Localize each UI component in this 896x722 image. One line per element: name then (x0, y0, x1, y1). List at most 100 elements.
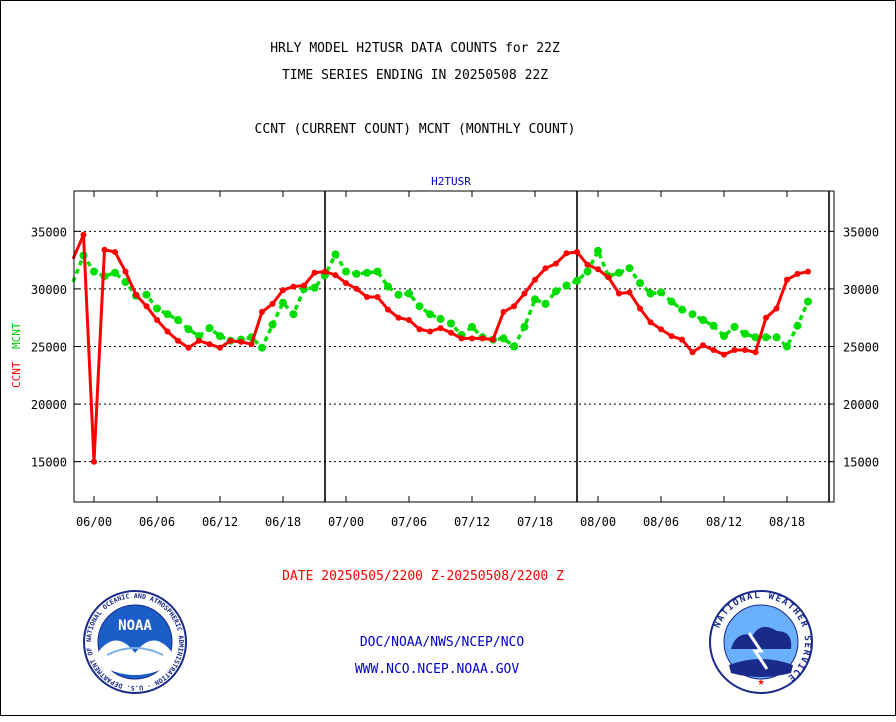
data-point-mcnt (793, 321, 802, 330)
series-layer (71, 231, 812, 465)
data-point-ccnt (595, 266, 601, 273)
data-point-ccnt (332, 272, 339, 279)
data-point-ccnt (185, 344, 192, 351)
y-tick-label-left: 15000 (31, 456, 67, 470)
data-point-mcnt (426, 310, 434, 319)
data-point-ccnt (101, 246, 108, 253)
data-point-mcnt (405, 289, 413, 298)
data-point-mcnt (667, 297, 676, 306)
y-tick-label-left: 20000 (31, 398, 67, 412)
noaa-logo-text: NOAA (118, 618, 152, 634)
data-point-ccnt (784, 276, 790, 283)
y-tick-label-right: 15000 (843, 456, 879, 470)
data-point-mcnt (783, 342, 791, 351)
data-point-ccnt (490, 336, 496, 343)
org-path-link[interactable]: DOC/NOAA/NWS/NCEP/NCO (360, 635, 525, 650)
data-point-ccnt (574, 249, 580, 255)
data-point-mcnt (499, 334, 508, 343)
data-point-ccnt (616, 290, 622, 297)
legend-line: CCNT (CURRENT COUNT) MCNT (MONTHLY COUNT… (255, 122, 576, 137)
data-point-ccnt (238, 338, 244, 345)
x-tick-label: 08/00 (580, 515, 616, 529)
data-point-ccnt (280, 287, 286, 294)
data-point-mcnt (657, 288, 665, 297)
data-point-ccnt (196, 337, 202, 344)
data-point-ccnt (668, 333, 675, 340)
data-point-mcnt (804, 297, 812, 306)
data-point-mcnt (688, 310, 697, 319)
data-point-mcnt (573, 276, 581, 285)
data-point-ccnt (532, 276, 538, 283)
data-point-mcnt (615, 268, 623, 277)
data-point-ccnt (763, 314, 769, 321)
data-point-mcnt (90, 267, 98, 276)
data-point-mcnt (268, 320, 277, 329)
data-point-ccnt (437, 325, 444, 332)
data-point-ccnt (679, 336, 685, 343)
data-point-mcnt (520, 322, 529, 331)
data-point-ccnt (479, 335, 486, 342)
data-point-mcnt (394, 290, 403, 299)
plot-area (73, 190, 835, 503)
website-link[interactable]: WWW.NCO.NCEP.NOAA.GOV (355, 662, 520, 677)
tick-layer: 15000 15000 20000 20000 25000 25000 30000 30000… (31, 191, 879, 529)
data-point-ccnt (154, 317, 160, 323)
data-point-ccnt (353, 285, 360, 292)
y-tick-label-left: 25000 (31, 341, 67, 355)
data-point-mcnt (342, 267, 350, 276)
data-point-ccnt (248, 341, 255, 348)
data-point-mcnt (468, 322, 476, 331)
data-point-mcnt (142, 290, 151, 299)
data-point-ccnt (521, 290, 528, 297)
data-point-mcnt (184, 325, 193, 334)
x-tick-label: 06/12 (202, 515, 238, 529)
data-point-ccnt (689, 349, 696, 356)
data-point-ccnt (343, 280, 349, 287)
data-point-ccnt (731, 347, 738, 353)
data-point-ccnt (427, 328, 433, 335)
data-point-mcnt (709, 321, 718, 330)
data-point-ccnt (700, 342, 706, 349)
data-point-mcnt (363, 268, 371, 277)
data-point-ccnt (217, 344, 223, 351)
data-point-ccnt (563, 250, 570, 257)
data-point-ccnt (626, 289, 633, 296)
y-tick-label-right: 30000 (843, 283, 879, 297)
grid-layer (74, 191, 834, 502)
x-tick-label: 06/18 (265, 515, 301, 529)
data-point-ccnt (269, 300, 276, 307)
data-point-ccnt (605, 274, 612, 281)
data-point-ccnt (164, 328, 171, 335)
data-point-ccnt (658, 326, 664, 333)
series-line-mcnt (71, 249, 810, 350)
data-point-mcnt (510, 342, 518, 351)
data-point-ccnt (80, 231, 87, 238)
data-point-mcnt (741, 329, 749, 338)
data-point-mcnt (153, 304, 161, 313)
data-point-ccnt (133, 291, 139, 298)
data-point-ccnt (206, 341, 213, 348)
nws-logo: NATIONAL WEATHER SERVICE (709, 590, 813, 694)
data-point-mcnt (678, 305, 686, 314)
data-point-ccnt (322, 268, 328, 275)
data-point-mcnt (447, 319, 455, 328)
data-point-mcnt (699, 316, 707, 324)
noaa-ring-text: NATIONAL OCEANIC AND ATMOSPHERIC ADMINIS… (1, 1, 185, 692)
data-point-ccnt (385, 306, 391, 313)
data-point-mcnt (772, 333, 781, 342)
data-point-mcnt (636, 279, 644, 288)
data-point-ccnt (175, 337, 181, 344)
data-point-mcnt (331, 250, 340, 259)
data-point-mcnt (310, 283, 319, 292)
data-point-mcnt (730, 322, 739, 331)
data-point-mcnt (384, 282, 392, 291)
data-point-mcnt (279, 298, 287, 307)
data-point-ccnt (752, 349, 759, 356)
data-point-ccnt (416, 326, 423, 333)
data-point-ccnt (406, 317, 412, 323)
data-point-ccnt (395, 314, 402, 321)
data-point-mcnt (762, 333, 770, 342)
data-point-ccnt (301, 282, 307, 289)
